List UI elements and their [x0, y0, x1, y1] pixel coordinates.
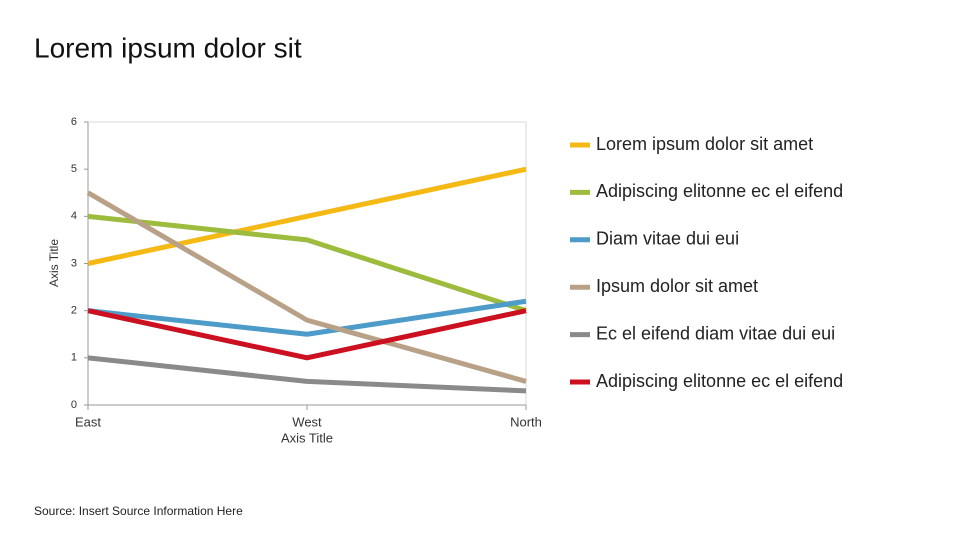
- source-note: Source: Insert Source Information Here: [34, 504, 243, 518]
- y-tick-label: 2: [71, 305, 77, 317]
- legend-label: Ec el eifend diam vitae dui eui: [596, 323, 835, 343]
- y-tick-label: 1: [71, 352, 77, 364]
- legend-label: Lorem ipsum dolor sit amet: [596, 134, 813, 154]
- x-axis-title: Axis Title: [281, 430, 333, 445]
- y-axis-title: Axis Title: [47, 239, 61, 287]
- legend-label: Adipiscing elitonne ec el eifend: [596, 371, 843, 391]
- series-line: [86, 190, 527, 384]
- x-tick-label: North: [510, 414, 542, 429]
- series-line: [87, 355, 527, 394]
- legend-label: Ipsum dolor sit amet: [596, 276, 758, 296]
- legend-label: Diam vitae dui eui: [596, 229, 739, 249]
- y-tick-label: 6: [71, 116, 77, 128]
- y-tick-label: 4: [71, 210, 77, 222]
- legend-label: Adipiscing elitonne ec el eifend: [596, 181, 843, 201]
- chart-title: Lorem ipsum dolor sit: [34, 32, 302, 63]
- x-tick-label: West: [292, 414, 322, 429]
- series-line: [87, 308, 527, 361]
- y-tick-label: 3: [71, 257, 77, 269]
- y-tick-label: 0: [71, 399, 77, 411]
- y-tick-label: 5: [71, 163, 77, 175]
- series-line: [87, 166, 527, 266]
- series-line: [87, 298, 527, 337]
- series-line: [87, 213, 527, 314]
- x-tick-label: East: [75, 414, 101, 429]
